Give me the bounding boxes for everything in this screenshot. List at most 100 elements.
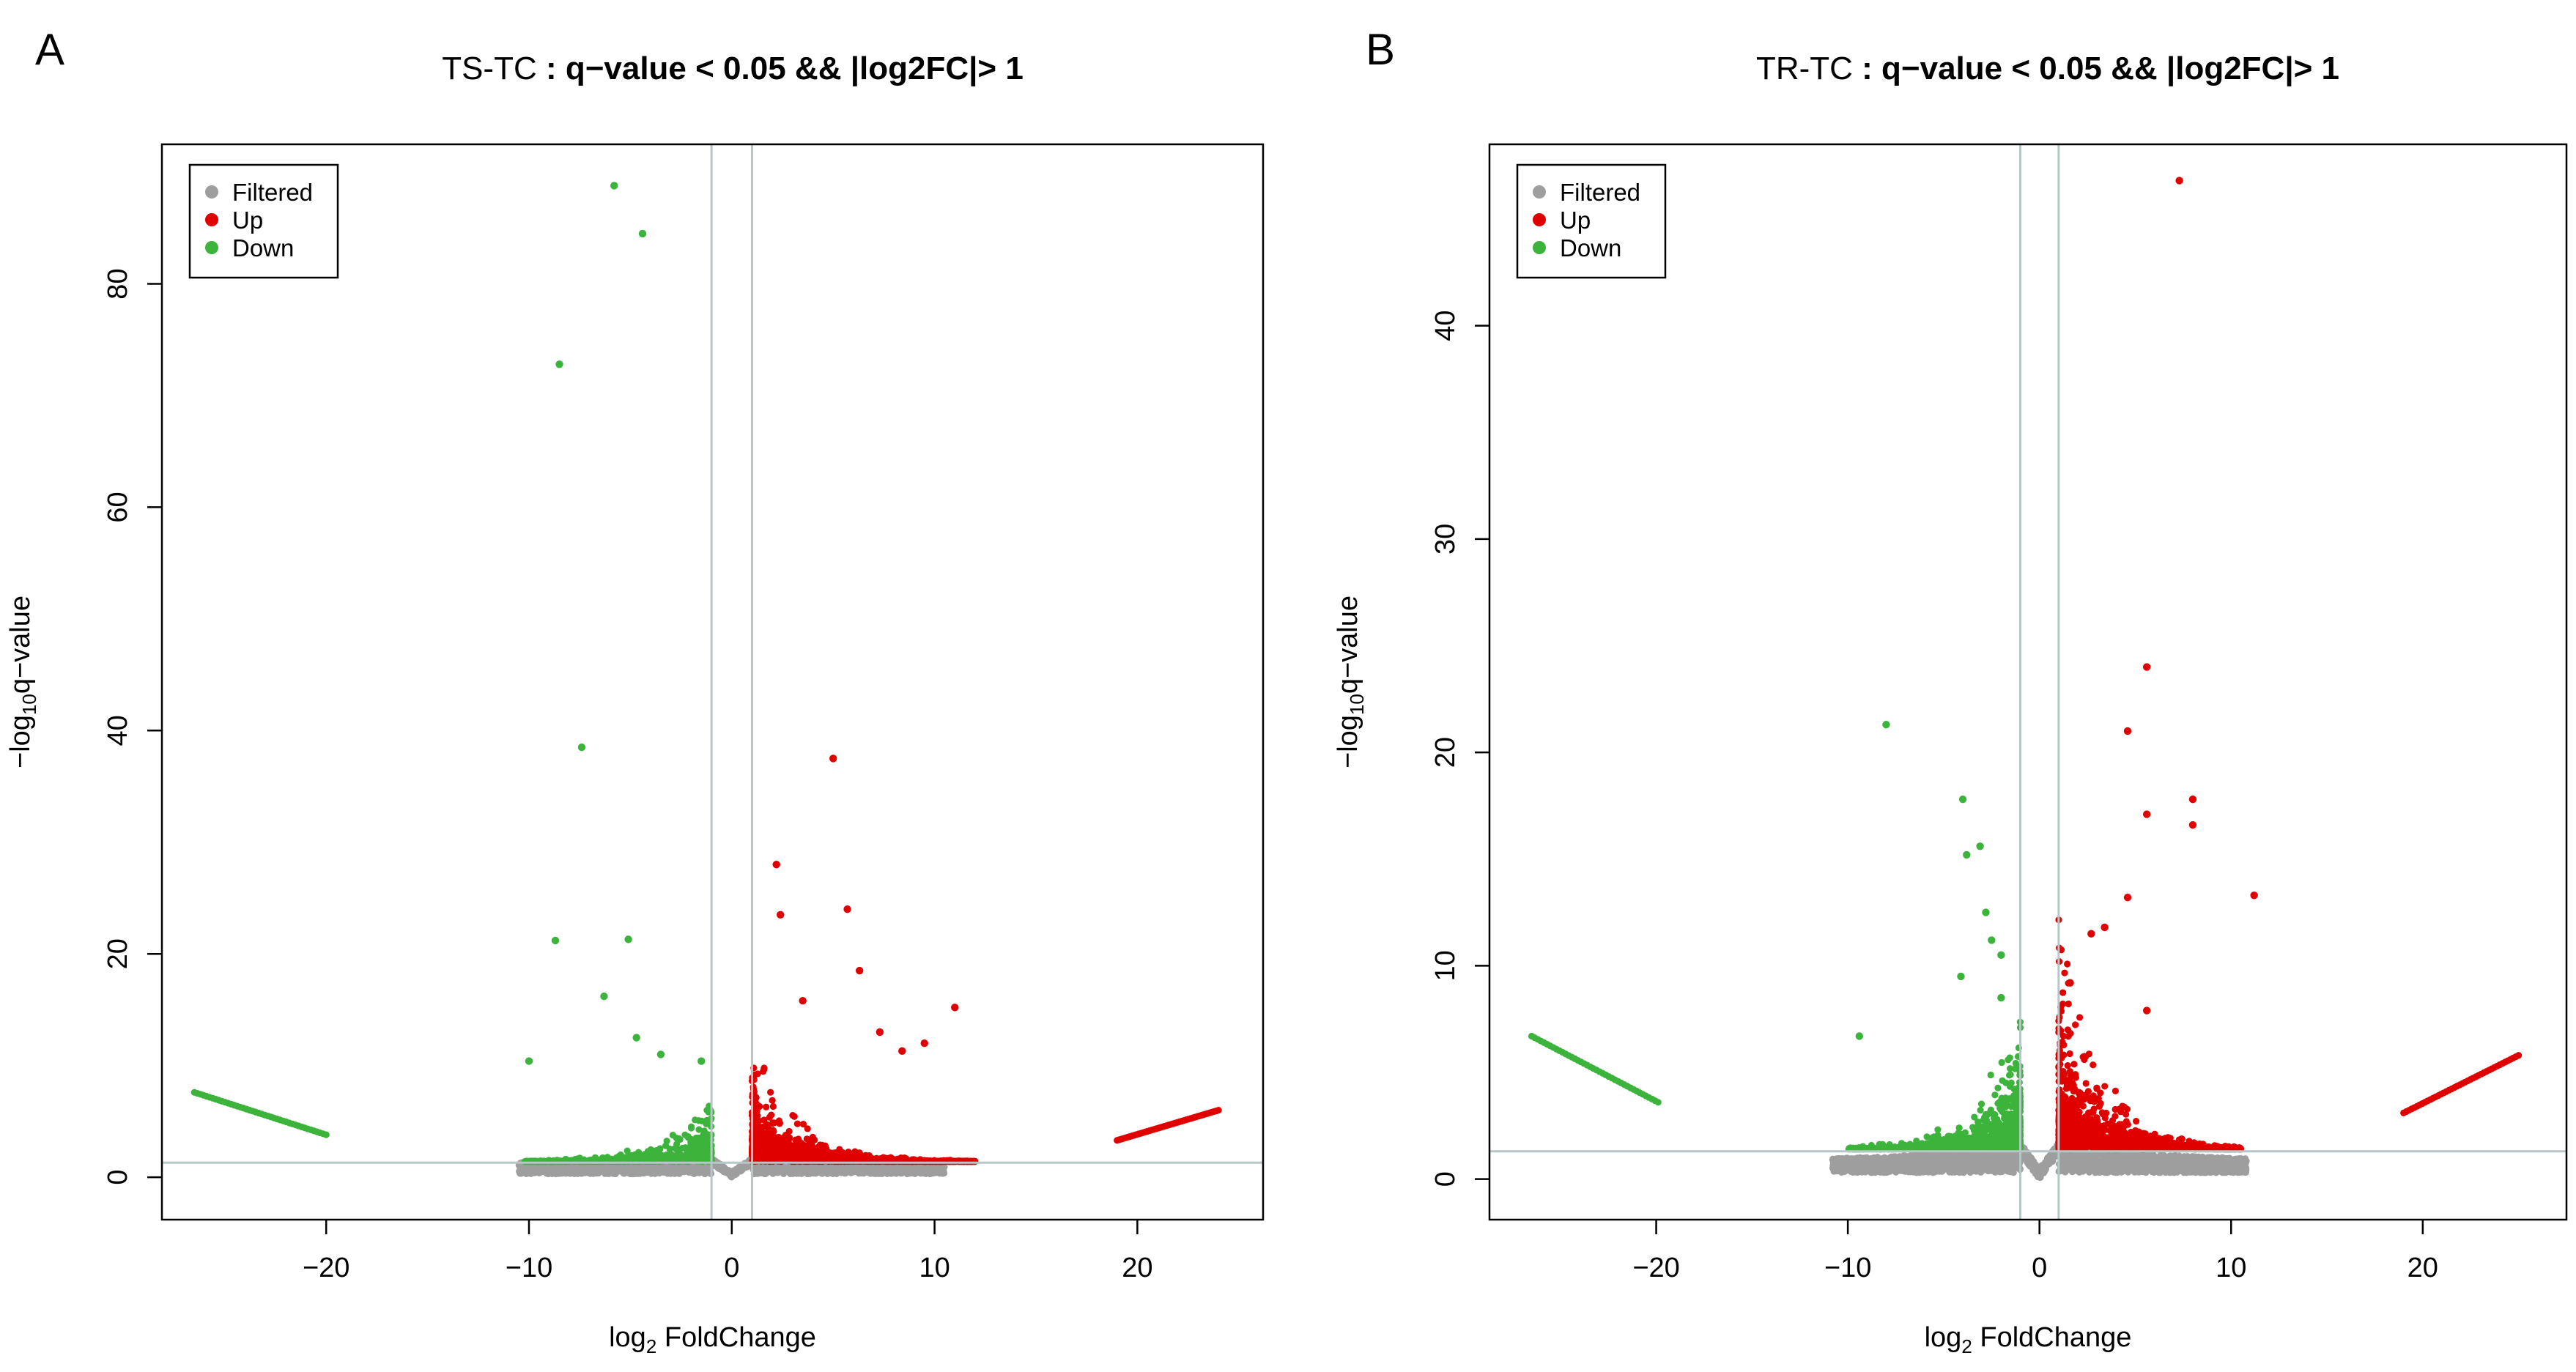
point-down <box>623 1147 631 1154</box>
point-filtered <box>804 1170 811 1178</box>
point-filtered <box>788 1168 796 1175</box>
point-down <box>695 1146 703 1154</box>
point-up <box>769 1097 776 1104</box>
point-up <box>867 1155 875 1163</box>
point-up <box>793 1120 802 1127</box>
point-down <box>697 1155 704 1163</box>
point-filtered <box>768 1167 775 1175</box>
point-up <box>770 1127 777 1135</box>
point-up <box>785 1134 793 1141</box>
point-down-outlier <box>624 935 632 943</box>
point-up <box>783 1149 791 1157</box>
panel-letter: A <box>35 25 64 74</box>
point-down-outlier <box>577 743 586 752</box>
title-comparison: TS-TC <box>442 51 537 86</box>
point-down <box>671 1154 679 1161</box>
point-up <box>756 1102 763 1110</box>
point-filtered <box>691 1163 698 1170</box>
point-down <box>697 1137 705 1144</box>
point-filtered <box>519 1166 526 1173</box>
point-down-outlier <box>551 936 560 945</box>
point-up <box>769 1119 777 1127</box>
point-filtered <box>728 1170 736 1178</box>
point-filtered <box>572 1166 580 1173</box>
point-down-outlier <box>600 992 608 1001</box>
point-down <box>599 1155 607 1163</box>
point-filtered <box>649 1165 657 1173</box>
point-up <box>799 1121 807 1128</box>
point-down <box>698 1117 706 1124</box>
point-filtered <box>662 1166 670 1173</box>
point-down <box>656 1152 664 1160</box>
point-up <box>774 1136 781 1143</box>
point-up <box>791 1113 798 1120</box>
point-filtered <box>637 1163 645 1171</box>
point-down <box>691 1135 698 1143</box>
point-up <box>845 1149 853 1156</box>
point-down-outlier <box>638 229 647 238</box>
point-filtered <box>615 1164 622 1171</box>
point-down <box>678 1155 686 1163</box>
point-up <box>806 1150 813 1157</box>
point-down <box>700 1131 707 1138</box>
point-filtered <box>812 1170 820 1177</box>
point-down <box>667 1150 674 1157</box>
point-down-outlier <box>555 360 563 368</box>
point-down <box>663 1138 670 1145</box>
point-filtered <box>586 1167 594 1174</box>
point-filtered <box>887 1169 894 1176</box>
point-filtered <box>603 1170 610 1177</box>
point-filtered <box>940 1168 947 1176</box>
point-filtered <box>528 1167 535 1175</box>
point-filtered <box>643 1165 650 1173</box>
point-down <box>673 1141 681 1148</box>
point-up <box>804 1125 811 1132</box>
point-up <box>766 1113 774 1121</box>
point-up <box>815 1157 823 1165</box>
point-up <box>790 1150 797 1158</box>
point-filtered <box>818 1165 826 1173</box>
point-up <box>752 1125 760 1132</box>
point-down <box>676 1135 684 1143</box>
point-filtered <box>533 1166 541 1173</box>
point-filtered <box>929 1169 936 1176</box>
point-filtered <box>700 1163 708 1171</box>
point-down <box>687 1124 695 1132</box>
point-filtered <box>860 1170 867 1177</box>
point-up <box>775 1117 783 1124</box>
point-filtered <box>939 1164 947 1171</box>
point-filtered <box>631 1166 638 1173</box>
point-up <box>763 1138 771 1145</box>
point-filtered <box>601 1164 608 1171</box>
point-filtered <box>839 1164 846 1171</box>
point-down-outlier <box>610 182 618 190</box>
point-down <box>681 1131 689 1138</box>
point-filtered <box>578 1168 585 1176</box>
point-up <box>753 1119 760 1127</box>
point-down <box>691 1153 698 1160</box>
point-up <box>798 1139 805 1147</box>
point-down <box>561 1157 569 1165</box>
point-filtered <box>823 1169 831 1176</box>
panel-a: A TS-TC : q−value < 0.05 && |log2FC|> 1−2… <box>5 25 1265 1357</box>
point-down-trend <box>322 1131 330 1138</box>
point-up <box>763 1121 771 1128</box>
point-up <box>826 1149 833 1157</box>
point-down <box>526 1157 533 1165</box>
point-filtered <box>692 1169 700 1176</box>
point-down <box>705 1108 712 1116</box>
point-filtered <box>880 1167 887 1174</box>
chart-title: TS-TC : q−value < 0.05 && |log2FC|> 1 <box>442 51 1024 87</box>
point-down <box>648 1147 656 1154</box>
point-up <box>832 1149 840 1157</box>
point-up <box>760 1066 768 1073</box>
point-filtered <box>849 1168 857 1176</box>
point-up <box>811 1136 818 1143</box>
point-filtered <box>625 1169 632 1176</box>
point-up <box>755 1132 762 1140</box>
point-up <box>754 1070 761 1078</box>
point-filtered <box>680 1168 688 1176</box>
point-down-outlier <box>656 1050 665 1058</box>
point-up <box>816 1141 823 1149</box>
point-filtered <box>934 1168 941 1176</box>
